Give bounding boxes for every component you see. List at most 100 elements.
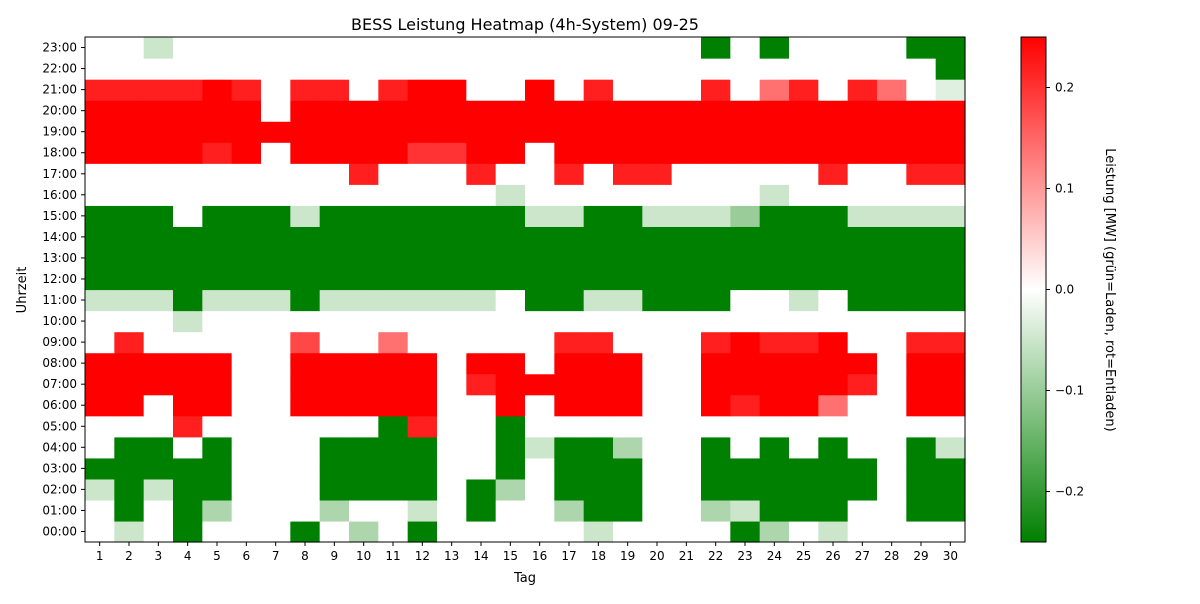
y-tick-label: 06:00 [42, 398, 77, 412]
heatmap-cell [495, 415, 526, 438]
heatmap-cell [231, 436, 262, 459]
heatmap-cell [437, 394, 467, 417]
colorbar-ticks: 0.2 0.1 0.0 −0.1 −0.2 [1046, 81, 1084, 499]
heatmap-cell [554, 163, 585, 185]
heatmap-cell [906, 310, 937, 333]
colorbar-tick-label: 0.1 [1055, 182, 1074, 196]
heatmap-cell [202, 310, 233, 333]
heatmap-cell [319, 331, 350, 354]
x-tick-label: 16 [532, 549, 547, 563]
heatmap-cell [378, 310, 409, 333]
heatmap-cell [85, 520, 115, 543]
heatmap-cell [906, 373, 937, 396]
heatmap-cell [789, 142, 819, 164]
heatmap-cell [202, 289, 233, 312]
heatmap-cell [613, 58, 643, 80]
heatmap-cell [935, 352, 966, 375]
x-tick-label: 28 [884, 549, 899, 563]
heatmap-cell [642, 478, 673, 501]
heatmap-cell [85, 226, 115, 249]
heatmap-cell [671, 415, 702, 438]
heatmap-cell [554, 310, 585, 333]
heatmap-cell [231, 499, 262, 522]
heatmap-cell [143, 373, 174, 396]
heatmap-cell [759, 520, 790, 543]
heatmap-cell [583, 310, 614, 333]
heatmap-cell [613, 37, 643, 59]
heatmap-cell [261, 247, 291, 270]
heatmap-cell [319, 457, 350, 480]
heatmap-cell [671, 163, 702, 185]
heatmap-cell [349, 520, 379, 543]
heatmap-cell [730, 100, 761, 122]
heatmap-cell [407, 184, 438, 206]
heatmap-cell [935, 121, 966, 143]
heatmap-cell [671, 289, 702, 312]
y-tick-label: 19:00 [42, 125, 77, 139]
heatmap-cell [818, 226, 849, 249]
heatmap-cell [642, 121, 673, 143]
y-axis-ticks: 00:00 01:00 02:00 03:00 04:00 05:00 06:00 07:00… [42, 41, 85, 538]
heatmap-cell [583, 226, 614, 249]
heatmap-cell [85, 478, 115, 501]
heatmap-cell [143, 58, 174, 80]
heatmap-cell [261, 142, 291, 164]
heatmap-cell [261, 37, 291, 59]
heatmap-cell [554, 205, 585, 227]
heatmap-cell [114, 436, 145, 459]
y-tick-label: 17:00 [42, 167, 77, 181]
heatmap-cell [554, 79, 585, 101]
heatmap-cell [818, 352, 849, 375]
heatmap-cell [202, 37, 233, 59]
heatmap-cell [701, 478, 731, 501]
heatmap-cell [319, 394, 350, 417]
heatmap-cell [847, 100, 878, 122]
y-tick-label: 02:00 [42, 482, 77, 496]
heatmap-cell [231, 58, 262, 80]
heatmap-cell [290, 436, 321, 459]
heatmap-cell [231, 520, 262, 543]
heatmap-cell [466, 268, 497, 291]
colorbar-tick-label: 0.2 [1055, 81, 1074, 95]
heatmap-cell [613, 352, 643, 375]
heatmap-cell [437, 289, 467, 312]
x-tick-label: 6 [243, 549, 251, 563]
heatmap-cell [143, 184, 174, 206]
y-tick-label: 08:00 [42, 356, 77, 370]
heatmap-cell [378, 352, 409, 375]
heatmap-cell [583, 79, 614, 101]
heatmap-cell [143, 289, 174, 312]
heatmap-cell [671, 352, 702, 375]
heatmap-cell [525, 268, 555, 291]
heatmap-cell [202, 394, 233, 417]
heatmap-cell [319, 37, 350, 59]
heatmap-cell [847, 163, 878, 185]
heatmap-cell [701, 121, 731, 143]
heatmap-cell [554, 100, 585, 122]
heatmap-cell [906, 289, 937, 312]
heatmap-cell [202, 226, 233, 249]
heatmap-cell [583, 268, 614, 291]
heatmap-cell [407, 373, 438, 396]
heatmap-cell [730, 226, 761, 249]
heatmap-cell [261, 205, 291, 227]
heatmap-cell [349, 79, 379, 101]
heatmap-cell [231, 457, 262, 480]
heatmap-cell [173, 226, 203, 249]
heatmap-cell [583, 289, 614, 312]
heatmap-cell [114, 268, 145, 291]
heatmap-cell [935, 415, 966, 438]
heatmap-cell [495, 121, 526, 143]
heatmap-cell [290, 37, 321, 59]
heatmap-cell [261, 226, 291, 249]
heatmap-cell [642, 205, 673, 227]
heatmap-cell [759, 205, 790, 227]
heatmap-cell [789, 58, 819, 80]
heatmap-cell [349, 247, 379, 270]
heatmap-cell [583, 394, 614, 417]
heatmap-cell [319, 247, 350, 270]
heatmap-cell [847, 394, 878, 417]
heatmap-cell [906, 352, 937, 375]
heatmap-cell [495, 394, 526, 417]
